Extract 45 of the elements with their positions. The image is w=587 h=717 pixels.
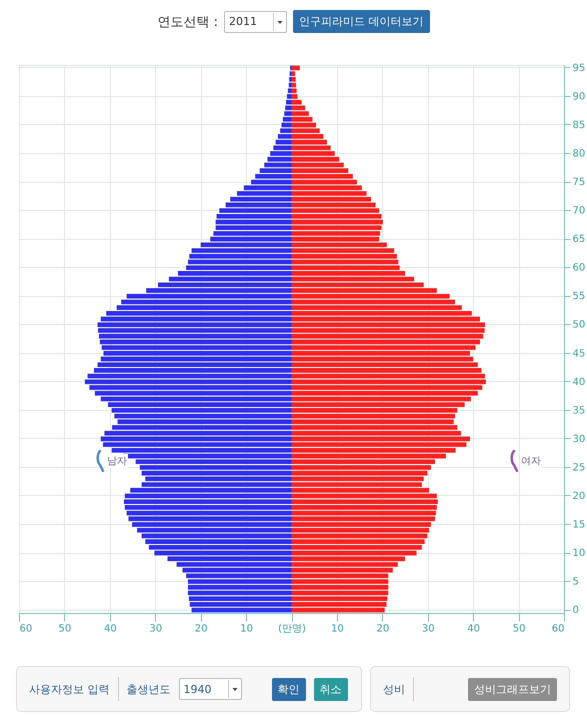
y-tick-label: 65 [572, 234, 586, 246]
ratio-graph-button: 성비그래프보기 [468, 678, 557, 700]
x-tick-label: 30 [422, 624, 435, 634]
x-tick-label: 10 [240, 624, 253, 634]
x-tick-label: 40 [467, 624, 480, 634]
y-tick-label: 70 [572, 206, 586, 217]
x-tick-label: 50 [58, 624, 72, 634]
text: 사용자정보 입력 [29, 682, 110, 696]
confirm-button: 확인 [272, 678, 306, 700]
y-tick-label: 45 [572, 348, 586, 360]
birth-year-select: 1940 [178, 678, 242, 700]
text: 출생년도 [126, 682, 170, 696]
x-tick-label: 20 [376, 624, 390, 634]
y-tick-label: 20 [572, 490, 586, 502]
y-tick-label: 50 [572, 320, 586, 331]
y-tick-label: 90 [572, 91, 586, 102]
y-tick-label: 85 [572, 120, 586, 131]
y-tick-label: 0 [572, 605, 579, 616]
cancel-button: 취소 [314, 678, 348, 700]
x-tick-label: 60 [552, 624, 564, 634]
y-tick-label: 95 [572, 62, 586, 74]
x-tick-label: 50 [512, 624, 526, 634]
y-tick-label: 10 [572, 548, 586, 560]
x-tick-label: (만명) [278, 624, 306, 634]
text: 성비 [383, 682, 405, 696]
y-tick-label: 80 [572, 148, 586, 160]
y-tick-label: 40 [572, 376, 586, 388]
y-tick-label: 5 [572, 576, 579, 588]
y-tick-label: 25 [572, 462, 586, 474]
annotation: 남자 [106, 454, 128, 468]
year-select: 2011 [224, 10, 287, 32]
x-tick-label: 60 [20, 624, 32, 634]
y-tick-label: 15 [572, 519, 586, 530]
data-view-button: 인구피라미드 데이터보기 [293, 10, 430, 33]
x-tick-label: 30 [149, 624, 162, 634]
y-tick-label: 75 [572, 177, 586, 188]
y-tick-label: 60 [572, 262, 586, 274]
x-tick-label: 40 [104, 624, 117, 634]
x-tick-label: 20 [194, 624, 208, 634]
text: 연도선택 : [157, 14, 218, 30]
annotation: 여자 [520, 454, 542, 468]
x-tick-label: 10 [331, 624, 344, 634]
y-tick-label: 35 [572, 405, 586, 416]
y-tick-label: 30 [572, 434, 586, 445]
y-tick-label: 55 [572, 291, 586, 302]
